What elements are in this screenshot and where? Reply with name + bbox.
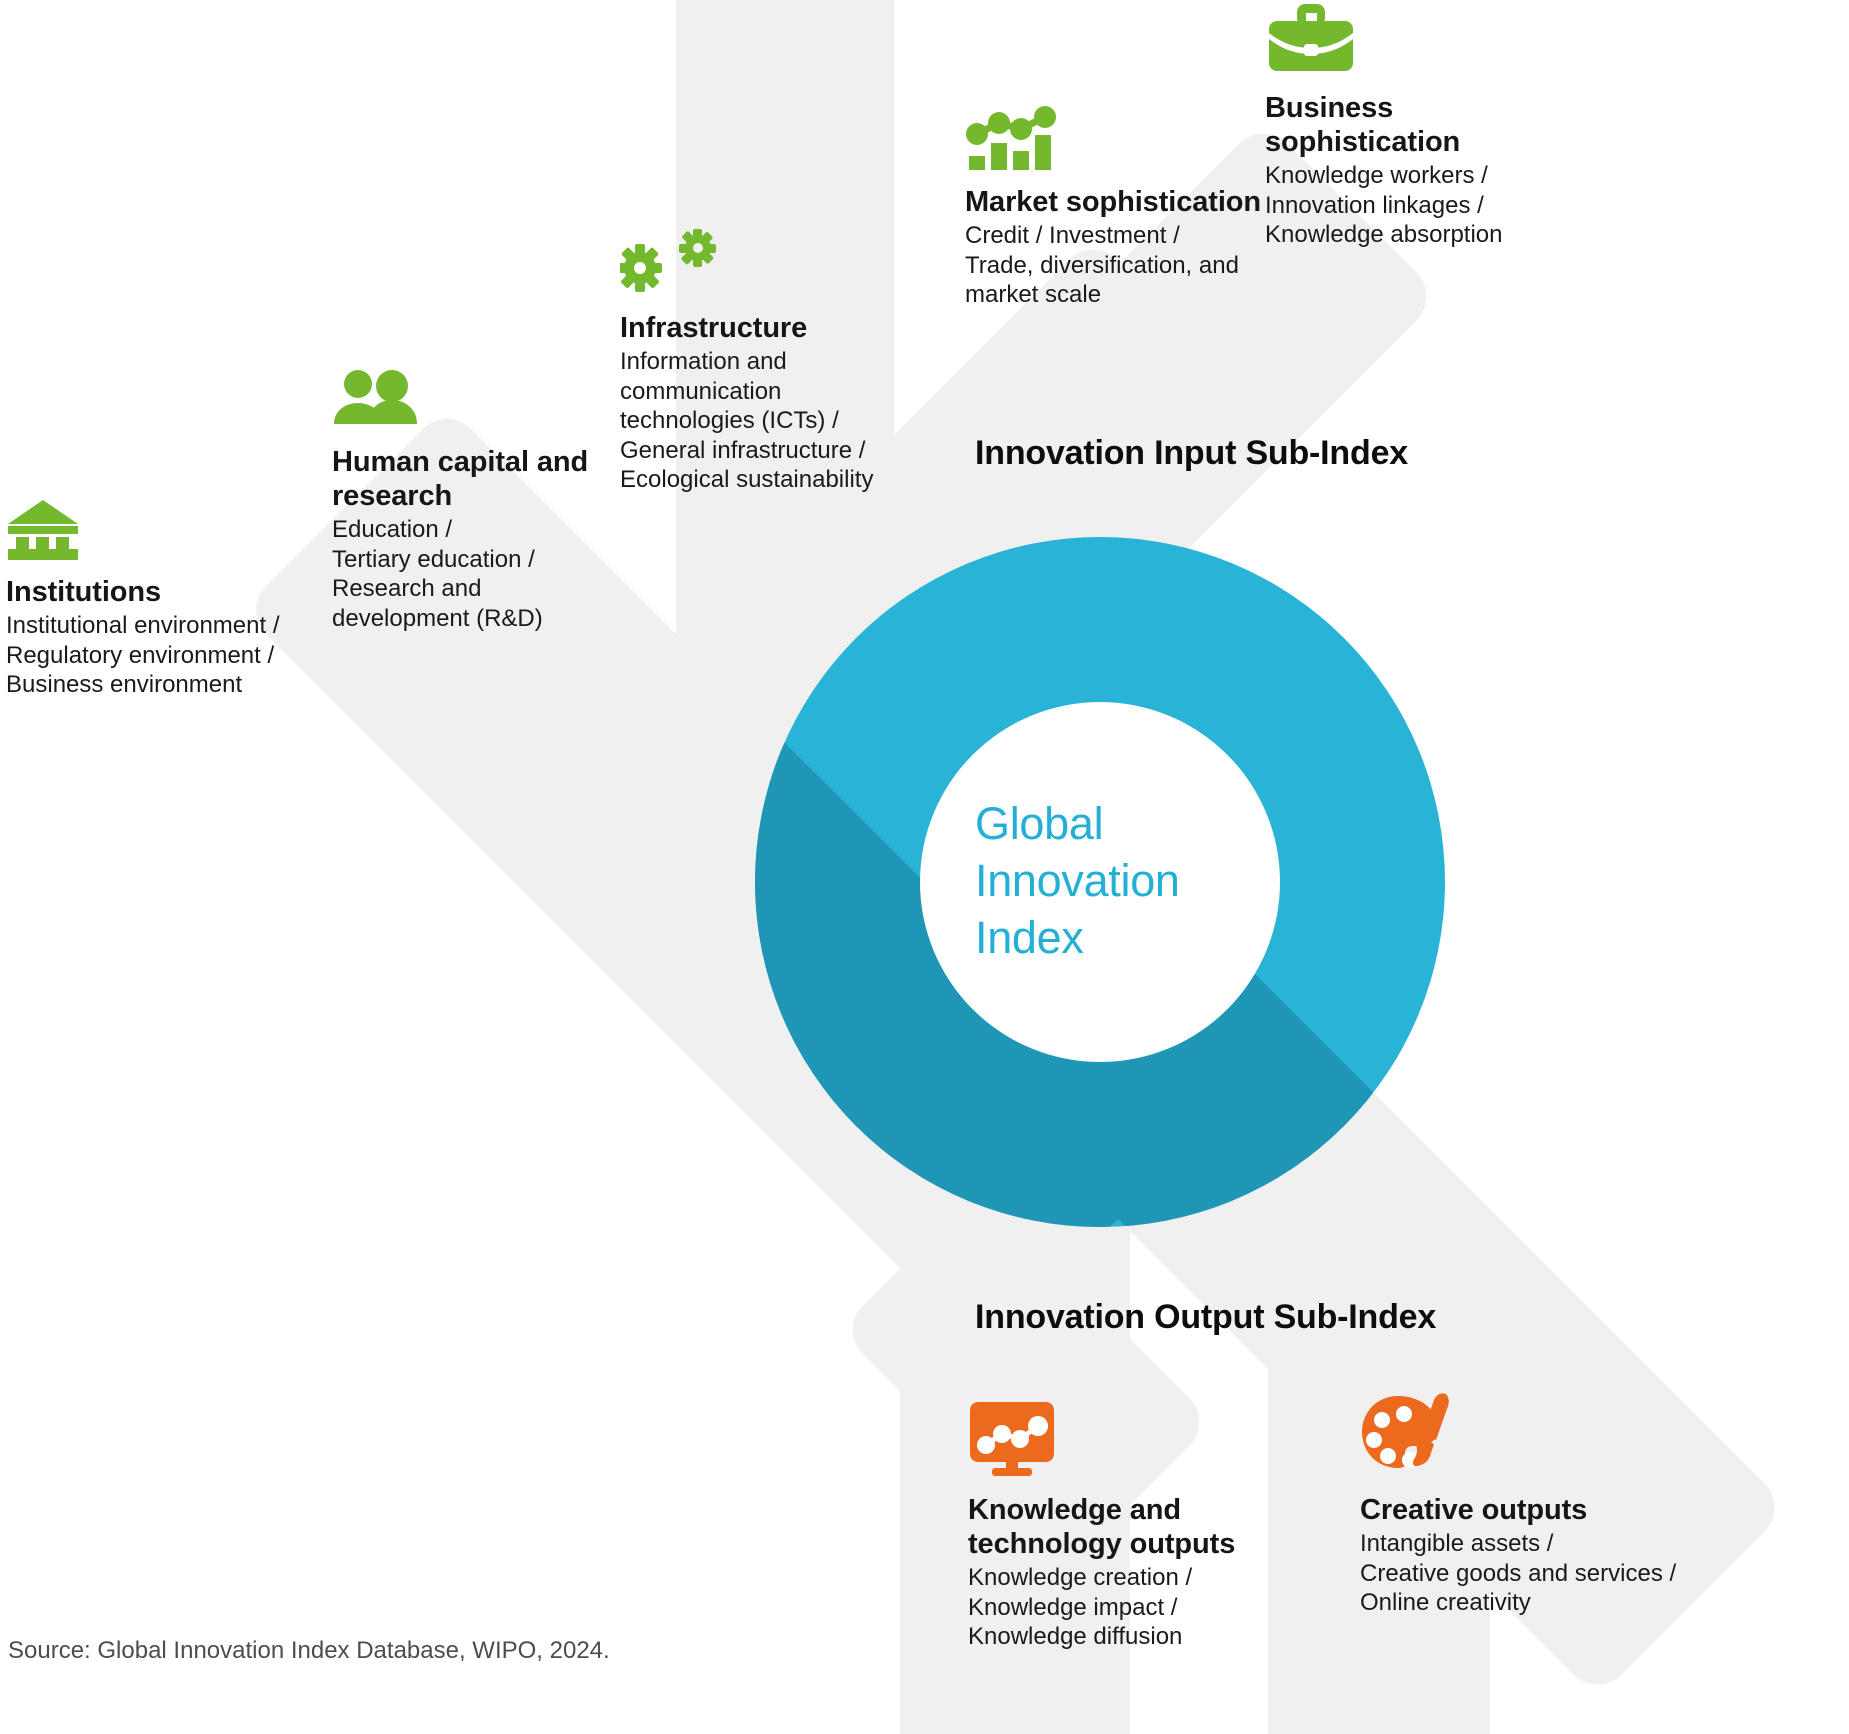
- pillar-creative-outputs: Creative outputs Intangible assets / Cre…: [1360, 1390, 1680, 1618]
- input-sub-index-title: Innovation Input Sub-Index: [975, 434, 1408, 472]
- pillar-body: Information and communication technologi…: [620, 348, 874, 494]
- briefcase-icon: [1265, 2, 1575, 81]
- people-icon: [332, 368, 632, 435]
- pillar-title: Human capital and research: [332, 446, 589, 513]
- pillar-body: Education / Tertiary education / Researc…: [332, 516, 543, 632]
- pillar-title: Market sophistication: [965, 186, 1262, 218]
- pillar-body: Knowledge creation / Knowledge impact / …: [968, 1564, 1193, 1651]
- palette-icon: [1360, 1390, 1680, 1483]
- bar-chart-icon: [965, 98, 1265, 175]
- pillar-infrastructure: Infrastructure Information and communica…: [618, 228, 920, 495]
- pillar-business-sophistication: Business sophistication Knowledge worker…: [1265, 2, 1575, 250]
- pillar-market-sophistication: Market sophistication Credit / Investmen…: [965, 98, 1265, 310]
- center-label: Global Innovation Index: [975, 798, 1180, 964]
- pillar-title: Knowledge and technology outputs: [968, 1494, 1236, 1561]
- pillar-human-capital: Human capital and research Education / T…: [332, 368, 632, 634]
- monitor-chart-icon: [968, 1400, 1268, 1483]
- pillar-body: Intangible assets / Creative goods and s…: [1360, 1530, 1677, 1617]
- pillar-body: Knowledge workers / Innovation linkages …: [1265, 162, 1503, 249]
- pillar-institutions: Institutions Institutional environment /…: [6, 498, 306, 700]
- pillar-body: Credit / Investment / Trade, diversifica…: [965, 222, 1239, 309]
- gears-icon: [618, 228, 920, 301]
- pillar-title: Infrastructure: [620, 312, 808, 344]
- output-sub-index-title: Innovation Output Sub-Index: [975, 1298, 1437, 1336]
- pillar-title: Institutions: [6, 576, 162, 608]
- source-note: Source: Global Innovation Index Database…: [8, 1637, 610, 1664]
- pillar-title: Business sophistication: [1265, 92, 1461, 159]
- pillar-knowledge-technology-outputs: Knowledge and technology outputs Knowled…: [968, 1400, 1268, 1652]
- pillar-title: Creative outputs: [1360, 1494, 1588, 1526]
- bank-icon: [6, 498, 306, 565]
- pillar-body: Institutional environment / Regulatory e…: [6, 612, 280, 699]
